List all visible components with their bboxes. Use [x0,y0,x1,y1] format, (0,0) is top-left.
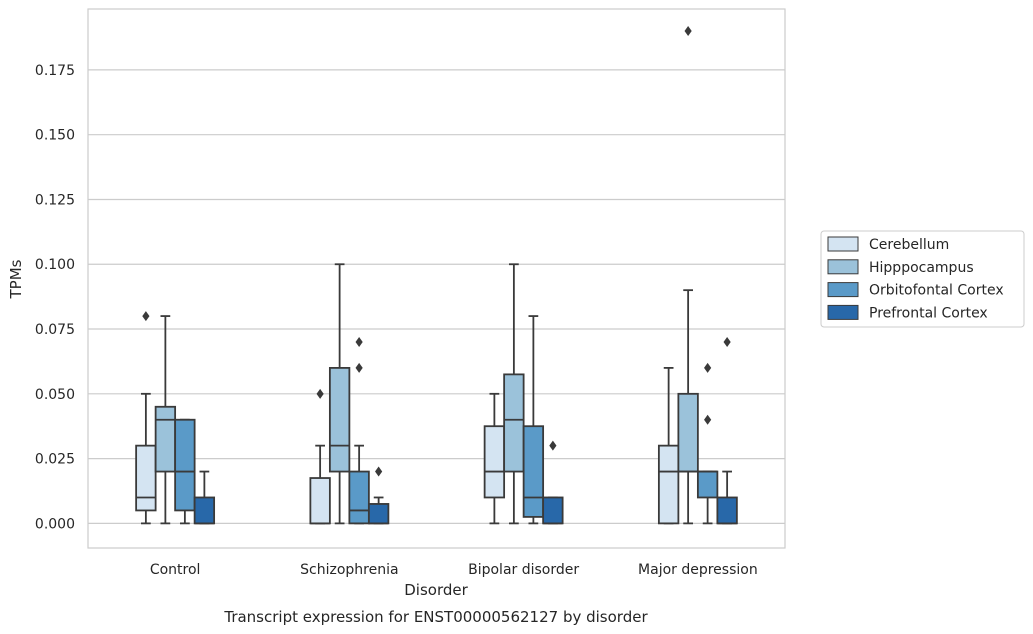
outlier-point [355,336,363,347]
legend-swatch [827,236,859,252]
chart-caption: Transcript expression for ENST0000056212… [223,608,648,626]
legend-frame [820,230,1025,328]
y-tick-labels: 0.000 0.025 0.050 0.075 0.100 0.125 0.150 0.175 [35,63,75,532]
y-tick-label: 0.175 [35,63,75,79]
box [677,392,699,473]
legend-swatch [827,304,859,320]
outlier-point [723,336,731,347]
x-tick-labels: Control Schizophrenia Bipolar disorder Majo… [150,562,758,578]
outlier-point [316,388,324,399]
box-group [154,315,177,525]
x-tick-label: Control [150,562,201,578]
legend-label: Cerebellum [869,237,949,253]
box-group [309,388,331,525]
outlier-point [355,362,363,373]
x-tick-label: Schizophrenia [300,562,398,578]
y-axis-title: TPMs [7,259,25,299]
y-tick-label: 0.100 [35,257,75,273]
box-group [677,26,699,525]
y-tick-label: 0.075 [35,322,75,338]
legend-swatch [827,259,859,275]
box [193,496,216,525]
y-tick-label: 0.150 [35,128,75,144]
box [367,503,390,525]
outlier-point [375,466,383,477]
box [154,405,177,473]
legend-label: Orbitofontal Cortex [869,283,1004,299]
box-group [657,367,680,525]
outlier-point [684,26,692,37]
outlier-point [704,414,712,425]
x-axis-title: Disorder [404,581,468,599]
box [174,418,196,512]
box [135,444,157,512]
x-tick-label: Major depression [638,562,758,578]
box [503,373,525,473]
boxes [135,26,738,525]
x-tick-label: Bipolar disorder [468,562,579,578]
legend: Cerebellum Hipppocampus Orbitofontal Corte… [820,230,1025,328]
outlier-point [142,311,150,322]
box [542,496,564,525]
box [328,367,351,473]
box-group [348,336,370,525]
outlier-point [704,362,712,373]
box-group [503,263,525,525]
outlier-point [549,440,557,451]
box [522,425,545,518]
box [696,470,719,499]
box-group [193,470,216,525]
box-group [716,336,738,525]
y-tick-label: 0.050 [35,387,75,403]
y-tick-label: 0.000 [35,516,75,532]
y-tick-label: 0.025 [35,452,75,468]
box-group [367,466,390,525]
box [348,470,370,525]
legend-swatch [827,282,859,298]
box [483,425,506,499]
legend-label: Prefrontal Cortex [869,305,988,321]
legend-label: Hipppocampus [869,260,974,276]
box-group [522,315,545,525]
plot-frame [87,8,786,549]
box-group [483,392,506,525]
box [657,444,680,525]
y-tick-label: 0.125 [35,192,75,208]
box-group [135,311,157,525]
box-group [328,263,351,525]
box-group [696,362,719,525]
box [309,477,331,525]
box-group [174,418,196,525]
box [716,496,738,525]
box-group [542,440,564,525]
